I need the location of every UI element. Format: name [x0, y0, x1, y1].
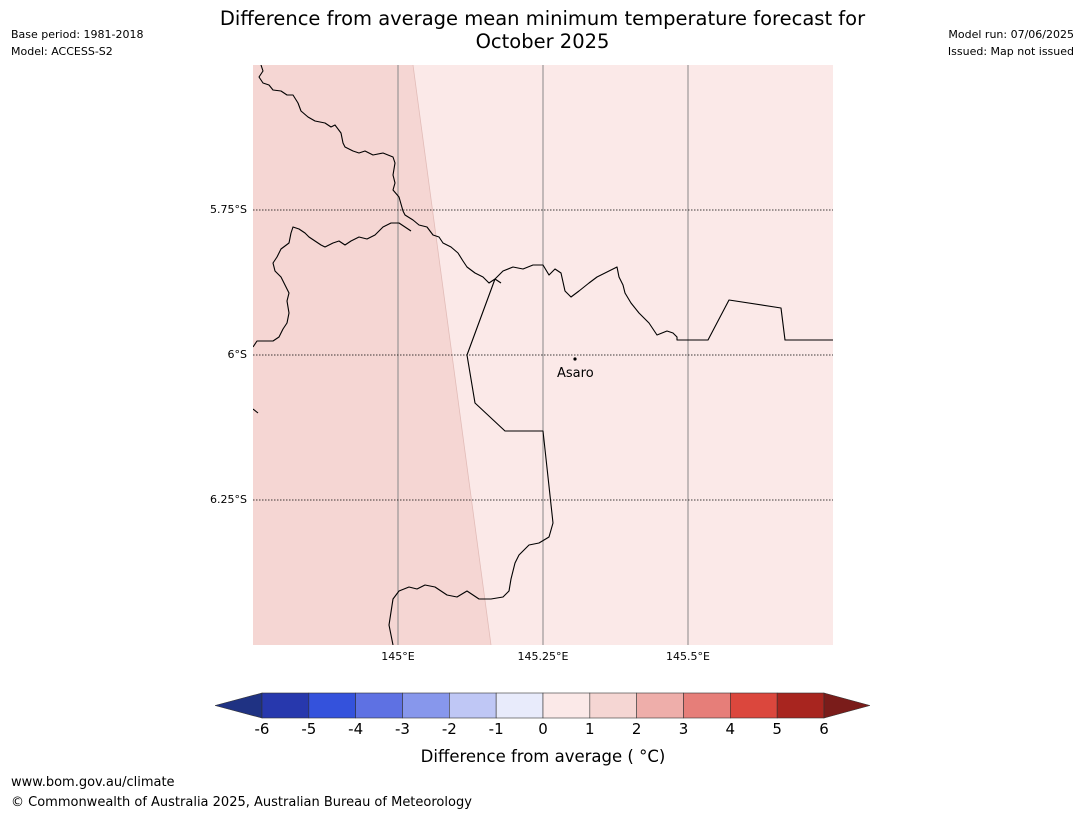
- map-title: Difference from average mean minimum tem…: [185, 7, 900, 53]
- colorbar-tick-label: 3: [678, 720, 689, 738]
- colorbar-tick-label: -6: [254, 720, 270, 738]
- colorbar-cell: [776, 692, 825, 719]
- footer-url[interactable]: www.bom.gov.au/climate: [11, 775, 175, 790]
- colorbar-cell: [495, 692, 544, 719]
- lat-label-5-75: 5.75°S: [210, 203, 247, 216]
- colorbar-tick-label: 4: [725, 720, 736, 738]
- lon-label-145: 145°E: [381, 650, 415, 663]
- colorbar-cell: [308, 692, 356, 719]
- colorbar-tick-label: -2: [441, 720, 457, 738]
- colorbar-cell: [355, 692, 403, 719]
- base-period-text: Base period: 1981-2018: [11, 28, 144, 41]
- colorbar-tick-label: 0: [538, 720, 548, 738]
- colorbar-cell: [542, 692, 591, 719]
- boundary-west-tick: [253, 408, 259, 414]
- colorbar-tick-label: -1: [488, 720, 504, 738]
- colorbar-cell: [683, 692, 731, 719]
- colorbar-cell: [402, 692, 450, 719]
- model-text: Model: ACCESS-S2: [11, 45, 113, 58]
- colorbar-tick-label: 6: [819, 720, 829, 738]
- asaro-marker: [573, 357, 577, 361]
- place-label-asaro: Asaro: [557, 366, 594, 381]
- lon-label-145-25: 145.25°E: [517, 650, 569, 663]
- meta-left: Base period: 1981-2018 Model: ACCESS-S2: [11, 26, 143, 60]
- colorbar-tick-label: 1: [585, 720, 595, 738]
- boundary-east: [494, 264, 833, 341]
- colorbar-extend-low: [215, 692, 263, 719]
- colorbar-tick-label: 2: [631, 720, 642, 738]
- colorbar-cell: [589, 692, 637, 719]
- boundary-northwest: [258, 65, 502, 284]
- map-title-line2: October 2025: [475, 30, 610, 53]
- colorbar-tick-label: -4: [348, 720, 364, 738]
- footer-copyright: © Commonwealth of Australia 2025, Austra…: [11, 795, 472, 810]
- meta-right: Model run: 07/06/2025 Issued: Map not is…: [948, 26, 1074, 60]
- colorbar-tick-label: 5: [772, 720, 782, 738]
- colorbar-cell: [449, 692, 497, 719]
- boundary-west: [253, 222, 412, 348]
- lon-label-145-5: 145.5°E: [666, 650, 710, 663]
- colorbar-cell: [636, 692, 684, 719]
- model-run-text: Model run: 07/06/2025: [948, 28, 1074, 41]
- colorbar-extend-high: [823, 692, 870, 719]
- lat-label-6-25: 6.25°S: [210, 493, 247, 506]
- boundary-central: [388, 278, 554, 645]
- colorbar-cell: [261, 692, 310, 719]
- colorbar-tick-label: -5: [301, 720, 317, 738]
- colorbar-cell: [730, 692, 778, 719]
- map-title-line1: Difference from average mean minimum tem…: [219, 7, 866, 30]
- colorbar: [215, 692, 870, 719]
- colorbar-tick-label: -3: [395, 720, 410, 738]
- forecast-map[interactable]: [253, 65, 833, 645]
- lat-label-6: 6°S: [227, 348, 247, 361]
- colorbar-label: Difference from average ( °C): [420, 747, 666, 766]
- issued-text: Issued: Map not issued: [947, 45, 1074, 58]
